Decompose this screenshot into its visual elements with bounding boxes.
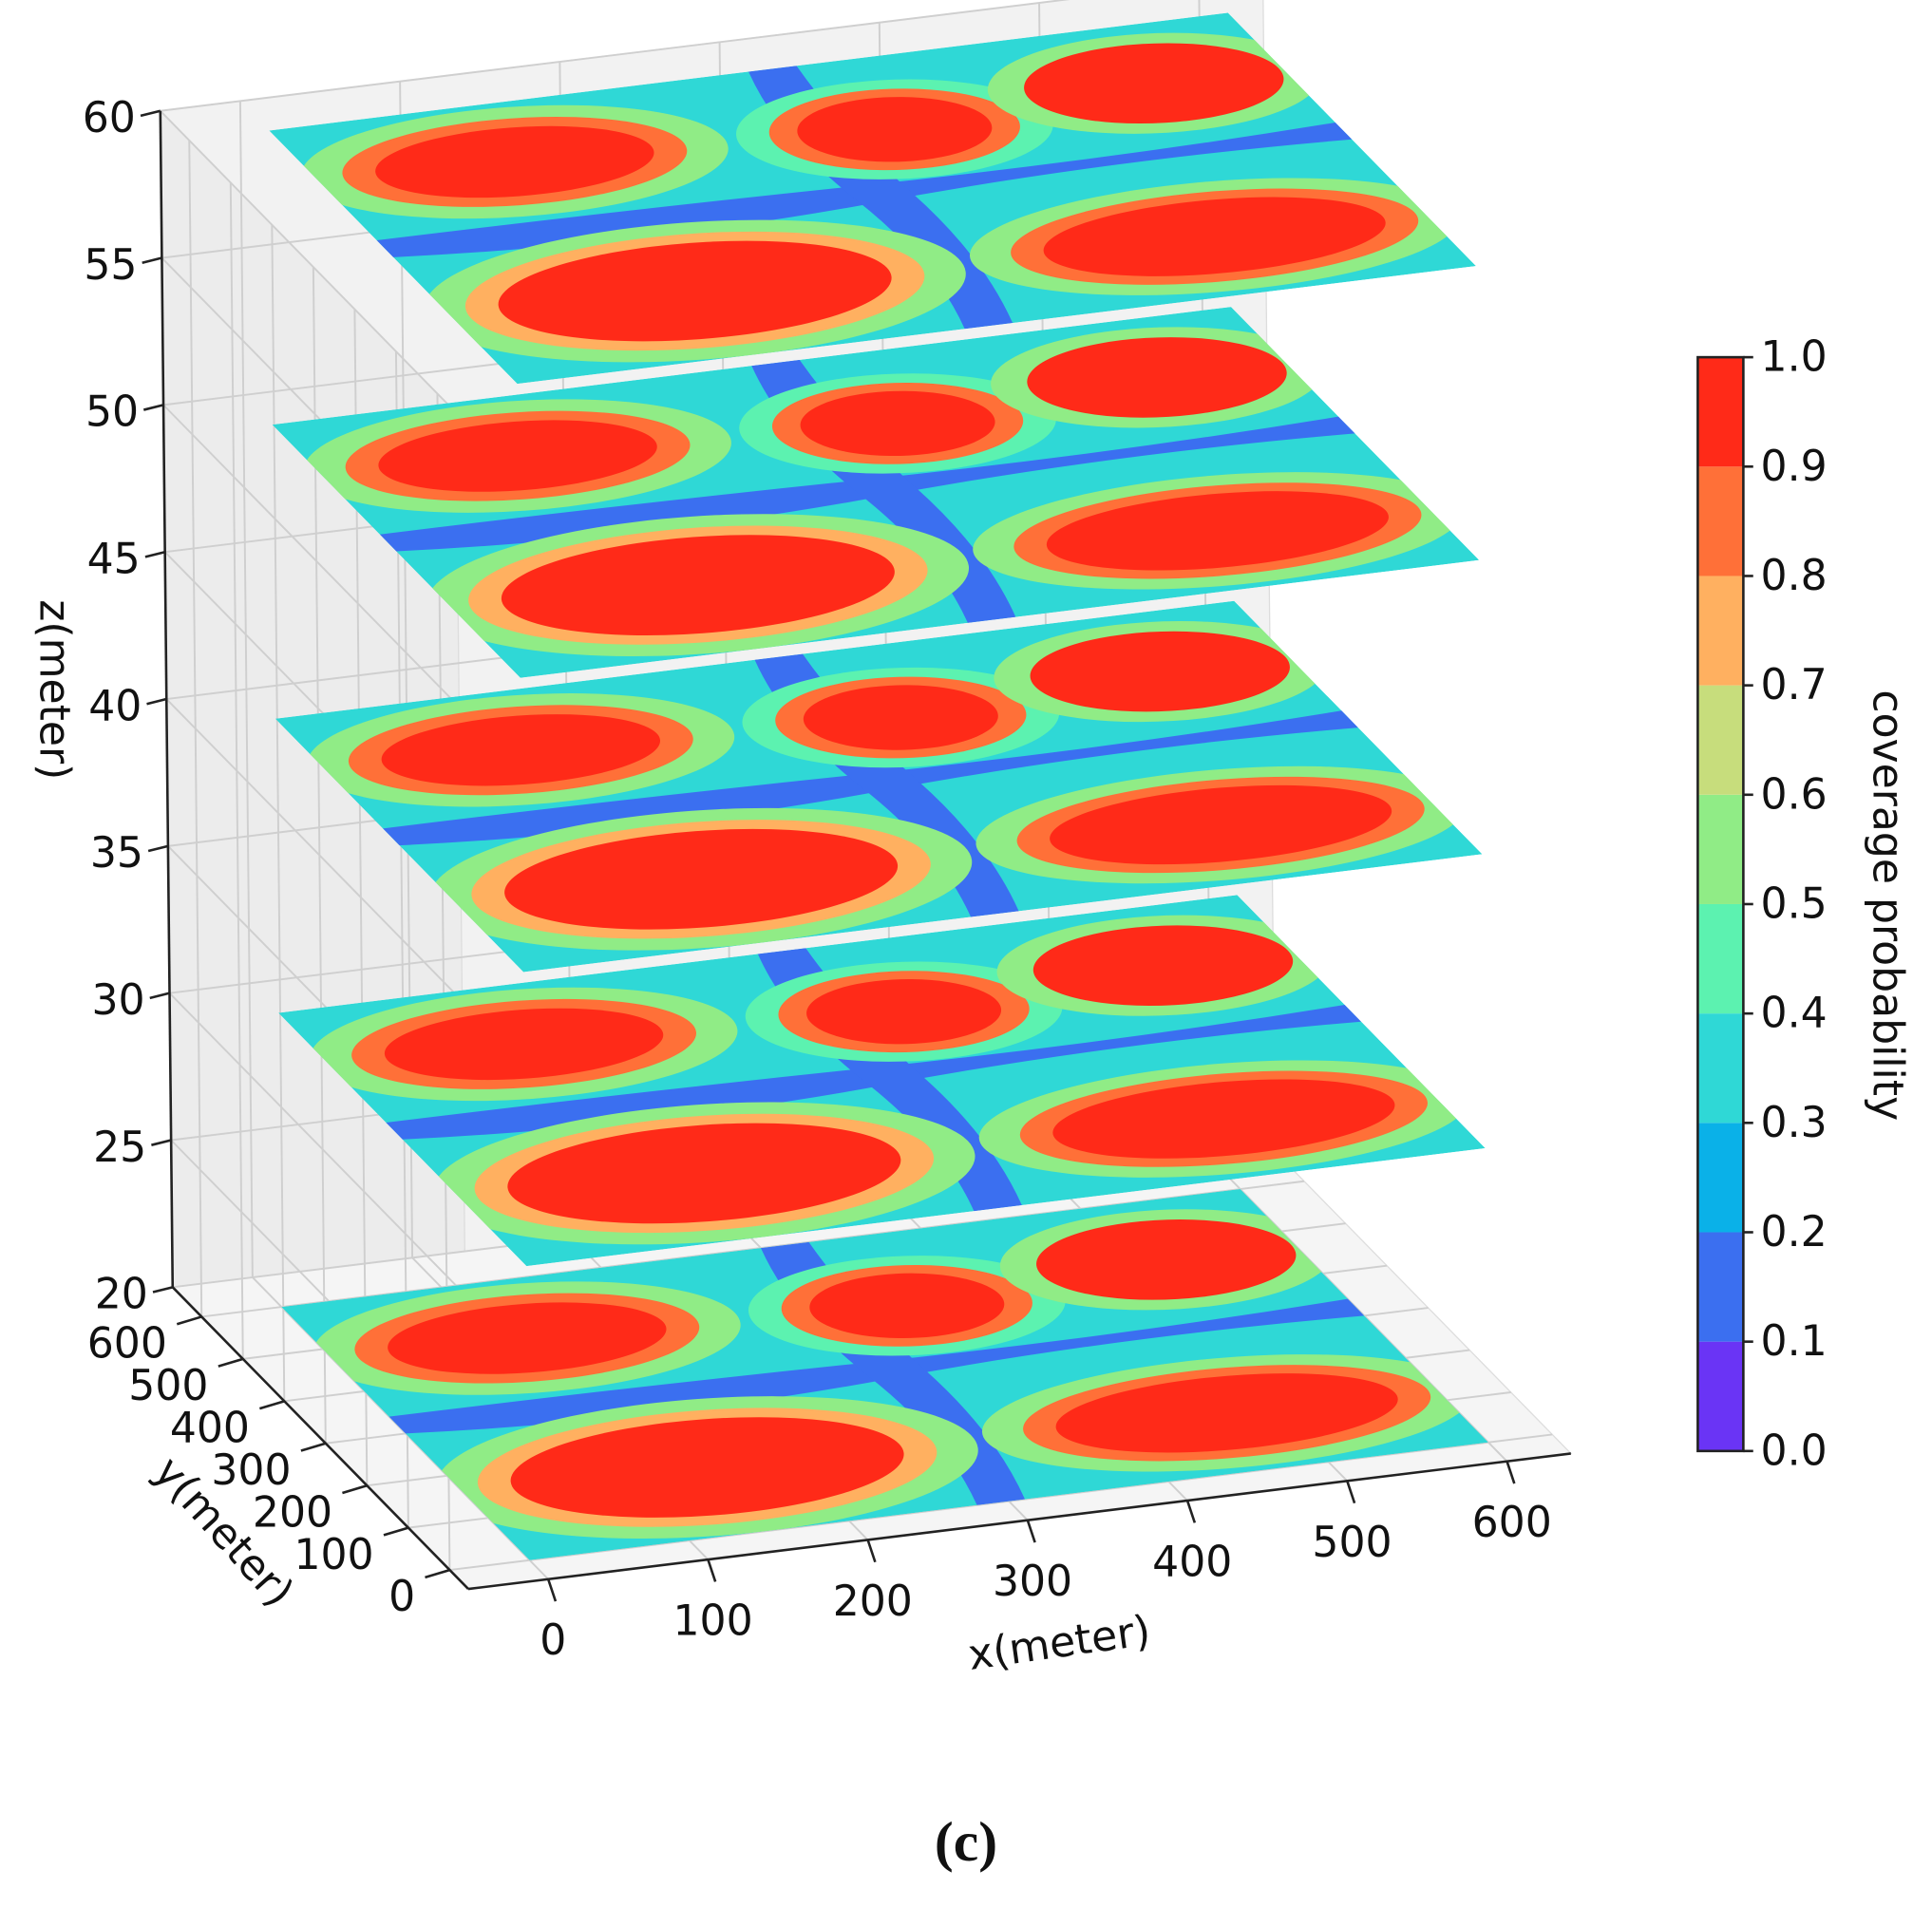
x-tick	[1185, 1500, 1197, 1523]
x-tick-label: 200	[833, 1577, 913, 1626]
z-tick-label: 20	[95, 1271, 148, 1319]
colorbar-tick-label: 0.7	[1761, 661, 1828, 709]
z-tick-label: 25	[93, 1124, 146, 1172]
x-tick	[866, 1539, 877, 1563]
grid-line	[160, 110, 457, 414]
z-axis-line	[159, 110, 175, 1288]
y-tick-label: 400	[170, 1404, 250, 1452]
z-tick	[144, 550, 165, 558]
y-tick	[258, 1400, 285, 1410]
z-tick	[146, 697, 167, 706]
y-tick	[425, 1568, 450, 1579]
colorbar-bin	[1697, 1123, 1744, 1233]
y-tick-label: 600	[87, 1320, 167, 1369]
x-tick-label: 0	[540, 1616, 566, 1665]
z-tick-label: 45	[87, 536, 141, 584]
z-tick	[142, 256, 162, 264]
colorbar-tick-label: 0.9	[1761, 443, 1828, 491]
z-tick-label: 40	[88, 682, 142, 730]
z-tick-label: 30	[91, 976, 144, 1025]
caption: (c)	[935, 1810, 997, 1873]
y-tick-label: 300	[211, 1446, 291, 1495]
z-tick	[152, 1286, 174, 1294]
colorbar-tick-label: 0.8	[1761, 552, 1828, 600]
y-tick	[300, 1442, 327, 1452]
x-tick-label: 100	[672, 1597, 752, 1646]
colorbar-tick-label: 0.4	[1761, 990, 1828, 1038]
y-tick-label: 100	[294, 1531, 373, 1579]
colorbar-tick-label: 0.6	[1761, 770, 1828, 819]
x-tick	[1346, 1480, 1356, 1504]
y-tick	[342, 1483, 368, 1495]
colorbar-tick-label: 0.3	[1761, 1099, 1828, 1147]
x-tick-label: 600	[1472, 1499, 1552, 1547]
colorbar-tick-label: 0.0	[1761, 1426, 1828, 1475]
x-axis-line	[467, 1452, 1571, 1591]
x-tick-label: 400	[1152, 1538, 1232, 1586]
x-tick	[546, 1578, 558, 1602]
z-tick	[140, 109, 161, 118]
grid-line	[449, 1433, 1553, 1572]
grid-line	[168, 992, 466, 1296]
z-tick	[147, 844, 169, 853]
colorbar-bin	[1697, 1341, 1744, 1451]
y-tick-label: 500	[128, 1362, 208, 1410]
x-tick	[1026, 1520, 1036, 1543]
colorbar-bin	[1697, 903, 1744, 1014]
colorbar-bin	[1697, 1013, 1744, 1124]
z-tick	[142, 404, 164, 411]
colorbar-label: coverage probability	[1864, 690, 1912, 1121]
colorbar-bin	[1697, 466, 1744, 576]
y-tick-label: 200	[253, 1488, 332, 1537]
grid-line	[160, 0, 1070, 112]
colorbar-bin	[1697, 576, 1744, 686]
y-tick-label: 0	[388, 1573, 415, 1621]
colorbar-bin	[1697, 1232, 1744, 1342]
z-axis-label: z(meter)	[30, 599, 79, 780]
y-tick	[218, 1357, 244, 1368]
x-tick-label: 300	[993, 1558, 1072, 1606]
z-tick-label: 55	[84, 241, 137, 290]
colorbar-tick-label: 0.2	[1761, 1208, 1828, 1256]
grid-line	[165, 698, 464, 1002]
y-axis-line	[171, 1286, 469, 1590]
x-tick	[707, 1559, 717, 1582]
z-tick-label: 35	[90, 829, 143, 878]
z-tick-label: 60	[83, 94, 136, 142]
z-tick	[149, 992, 170, 1000]
y-tick	[383, 1526, 409, 1537]
x-tick-label: 500	[1312, 1519, 1392, 1567]
x-axis-label: x(meter)	[965, 1607, 1153, 1680]
z-tick-label: 50	[85, 388, 139, 437]
colorbar-bin	[1697, 685, 1744, 795]
grid-line	[162, 404, 460, 708]
colorbar-tick-label: 0.1	[1761, 1317, 1828, 1366]
colorbar-bin	[1697, 357, 1744, 467]
colorbar-bin	[1697, 794, 1744, 904]
colorbar-tick-label: 1.0	[1761, 333, 1828, 382]
y-tick	[176, 1315, 202, 1326]
z-tick	[151, 1139, 172, 1146]
colorbar-tick-label: 0.5	[1761, 880, 1828, 929]
x-tick	[1506, 1461, 1516, 1484]
